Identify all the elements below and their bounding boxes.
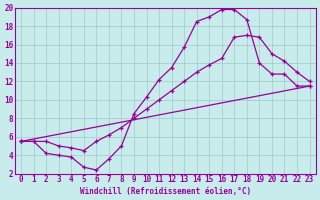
X-axis label: Windchill (Refroidissement éolien,°C): Windchill (Refroidissement éolien,°C) [80,187,251,196]
